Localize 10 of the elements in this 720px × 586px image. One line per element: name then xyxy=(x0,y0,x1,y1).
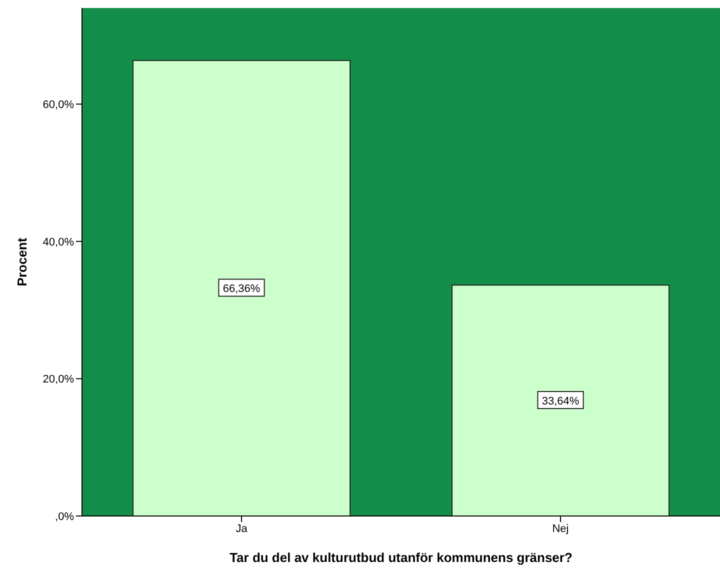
y-tick-label: 60,0% xyxy=(42,99,74,112)
data-label: 33,64% xyxy=(542,396,580,408)
y-tick-label: 20,0% xyxy=(42,374,74,386)
x-axis-title: Tar du del av kulturutbud utanför kommunens gränser? xyxy=(230,550,572,565)
data-label: 66,36% xyxy=(222,283,260,296)
x-tick-label: Ja xyxy=(236,522,248,535)
y-tick-label: 40,0% xyxy=(42,236,74,248)
y-axis-title: Procent xyxy=(14,237,30,286)
x-tick-label: Nej xyxy=(552,522,569,535)
y-tick-label: ,0% xyxy=(55,510,74,523)
